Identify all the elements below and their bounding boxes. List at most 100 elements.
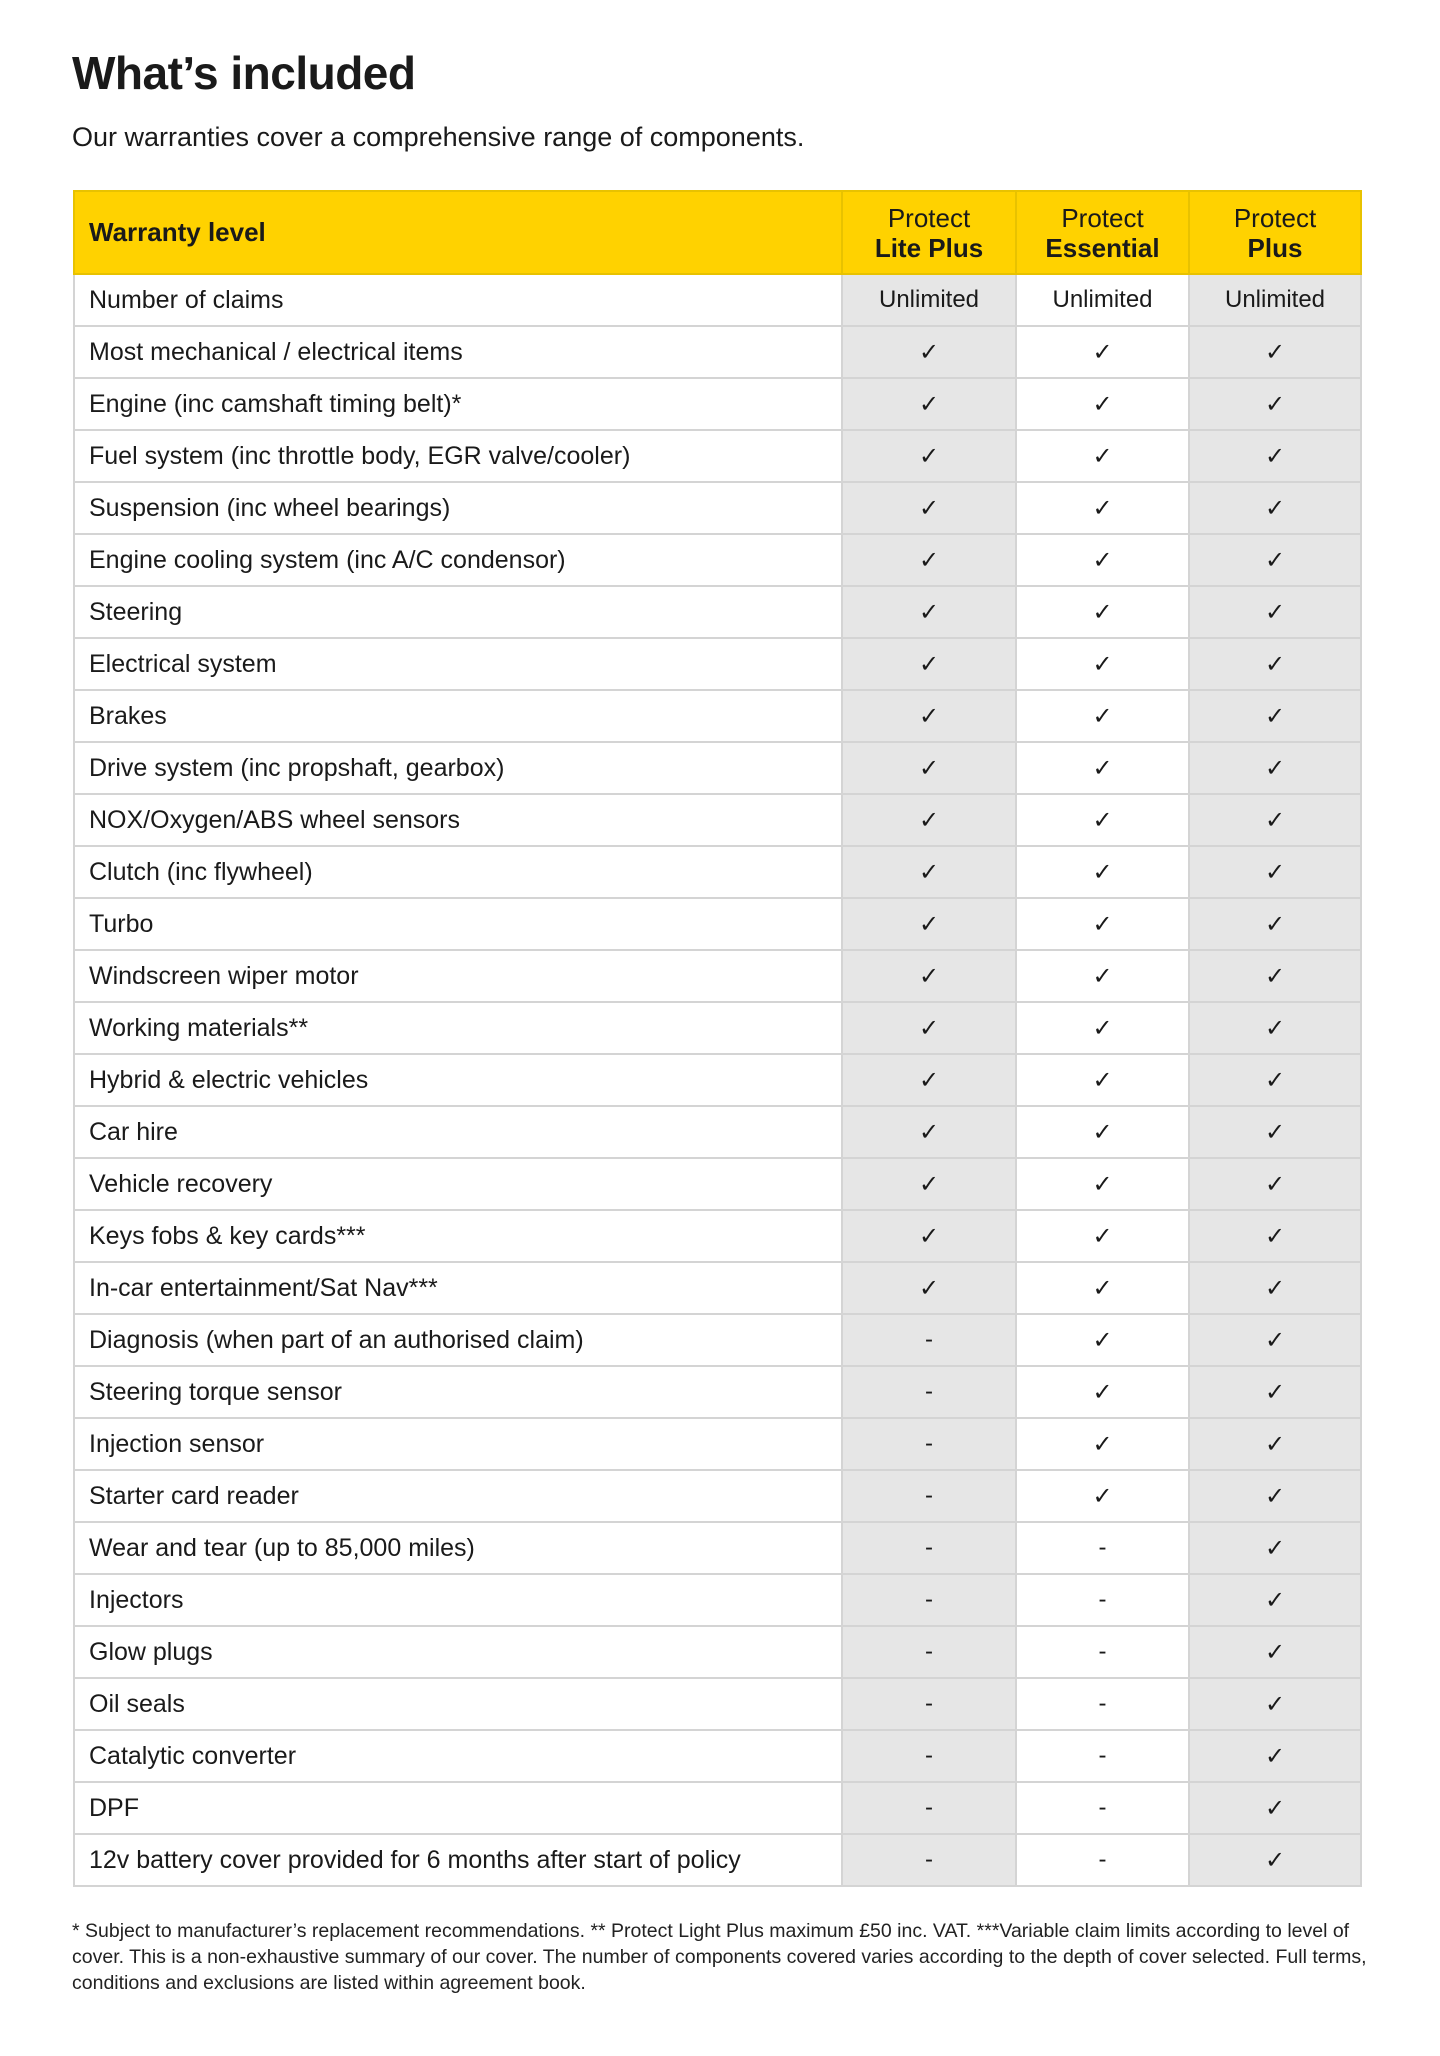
- table-row: Steering torque sensor - ✓ ✓: [73, 1365, 1362, 1419]
- not-included-dash: -: [841, 1677, 1017, 1731]
- row-label: 12v battery cover provided for 6 months …: [73, 1833, 843, 1887]
- table-row: Hybrid & electric vehicles ✓ ✓ ✓: [73, 1053, 1362, 1107]
- check-icon: ✓: [841, 793, 1017, 847]
- not-included-dash: -: [841, 1417, 1017, 1471]
- check-icon: ✓: [1015, 325, 1190, 379]
- check-icon: ✓: [1015, 585, 1190, 639]
- check-icon: ✓: [1015, 793, 1190, 847]
- plan-line1: Protect: [887, 202, 971, 233]
- check-icon: ✓: [841, 533, 1017, 587]
- check-icon: ✓: [841, 1105, 1017, 1159]
- check-icon: ✓: [1188, 1261, 1362, 1315]
- table-row: Fuel system (inc throttle body, EGR valv…: [73, 429, 1362, 483]
- header-protect-essential: Protect Essential: [1015, 190, 1190, 275]
- table-row: Most mechanical / electrical items ✓ ✓ ✓: [73, 325, 1362, 379]
- row-label: Keys fobs & key cards***: [73, 1209, 843, 1263]
- row-label: Fuel system (inc throttle body, EGR valv…: [73, 429, 843, 483]
- check-icon: ✓: [1188, 637, 1362, 691]
- check-icon: ✓: [1015, 637, 1190, 691]
- check-icon: ✓: [841, 949, 1017, 1003]
- header-protect-lite-plus: Protect Lite Plus: [841, 190, 1017, 275]
- table-row: Steering ✓ ✓ ✓: [73, 585, 1362, 639]
- row-label: Oil seals: [73, 1677, 843, 1731]
- check-icon: ✓: [841, 1261, 1017, 1315]
- cell-value: Unlimited: [1015, 273, 1190, 327]
- warranty-comparison-table: Warranty level Protect Lite Plus Protect E…: [73, 190, 1362, 1887]
- check-icon: ✓: [1188, 1313, 1362, 1367]
- check-icon: ✓: [1188, 585, 1362, 639]
- check-icon: ✓: [841, 1001, 1017, 1055]
- check-icon: ✓: [1015, 1209, 1190, 1263]
- check-icon: ✓: [1188, 1625, 1362, 1679]
- check-icon: ✓: [841, 897, 1017, 951]
- check-icon: ✓: [1015, 1105, 1190, 1159]
- check-icon: ✓: [1188, 845, 1362, 899]
- row-label: Engine (inc camshaft timing belt)*: [73, 377, 843, 431]
- table-row: NOX/Oxygen/ABS wheel sensors ✓ ✓ ✓: [73, 793, 1362, 847]
- table-row: Electrical system ✓ ✓ ✓: [73, 637, 1362, 691]
- check-icon: ✓: [1015, 741, 1190, 795]
- table-row: Number of claims Unlimited Unlimited Unlimi…: [73, 273, 1362, 327]
- check-icon: ✓: [1188, 1677, 1362, 1731]
- row-label: Vehicle recovery: [73, 1157, 843, 1211]
- check-icon: ✓: [1188, 1573, 1362, 1627]
- check-icon: ✓: [1015, 533, 1190, 587]
- check-icon: ✓: [1188, 949, 1362, 1003]
- table-row: Engine cooling system (inc A/C condensor…: [73, 533, 1362, 587]
- table-row: Injection sensor - ✓ ✓: [73, 1417, 1362, 1471]
- check-icon: ✓: [1015, 1469, 1190, 1523]
- table-row: Starter card reader - ✓ ✓: [73, 1469, 1362, 1523]
- table-row: DPF - - ✓: [73, 1781, 1362, 1835]
- check-icon: ✓: [1015, 1313, 1190, 1367]
- row-label: Steering torque sensor: [73, 1365, 843, 1419]
- check-icon: ✓: [1015, 689, 1190, 743]
- check-icon: ✓: [1188, 1729, 1362, 1783]
- row-label: NOX/Oxygen/ABS wheel sensors: [73, 793, 843, 847]
- not-included-dash: -: [841, 1365, 1017, 1419]
- table-row: Oil seals - - ✓: [73, 1677, 1362, 1731]
- row-label: Turbo: [73, 897, 843, 951]
- check-icon: ✓: [1188, 1157, 1362, 1211]
- table-header-row: Warranty level Protect Lite Plus Protect E…: [73, 190, 1362, 275]
- plan-line2: Plus: [1247, 232, 1303, 263]
- check-icon: ✓: [841, 1209, 1017, 1263]
- table-row: In-car entertainment/Sat Nav*** ✓ ✓ ✓: [73, 1261, 1362, 1315]
- check-icon: ✓: [1188, 429, 1362, 483]
- row-label: Catalytic converter: [73, 1729, 843, 1783]
- table-row: Drive system (inc propshaft, gearbox) ✓ ✓ ✓: [73, 741, 1362, 795]
- not-included-dash: -: [841, 1833, 1017, 1887]
- check-icon: ✓: [1015, 1001, 1190, 1055]
- header-protect-plus: Protect Plus: [1188, 190, 1362, 275]
- check-icon: ✓: [1015, 377, 1190, 431]
- check-icon: ✓: [1015, 481, 1190, 535]
- check-icon: ✓: [1188, 1105, 1362, 1159]
- cell-value: Unlimited: [841, 273, 1017, 327]
- row-label: Steering: [73, 585, 843, 639]
- table-row: Windscreen wiper motor ✓ ✓ ✓: [73, 949, 1362, 1003]
- row-label: Suspension (inc wheel bearings): [73, 481, 843, 535]
- check-icon: ✓: [841, 1157, 1017, 1211]
- check-icon: ✓: [841, 429, 1017, 483]
- row-label: Number of claims: [73, 273, 843, 327]
- check-icon: ✓: [1015, 429, 1190, 483]
- footnote: * Subject to manufacturer’s replacement …: [72, 1920, 1367, 1994]
- not-included-dash: -: [841, 1729, 1017, 1783]
- check-icon: ✓: [1188, 533, 1362, 587]
- table-row: Engine (inc camshaft timing belt)* ✓ ✓ ✓: [73, 377, 1362, 431]
- row-label: Clutch (inc flywheel): [73, 845, 843, 899]
- check-icon: ✓: [1188, 897, 1362, 951]
- table-row: Diagnosis (when part of an authorised cl…: [73, 1313, 1362, 1367]
- check-icon: ✓: [841, 845, 1017, 899]
- not-included-dash: -: [1015, 1729, 1190, 1783]
- row-label: In-car entertainment/Sat Nav***: [73, 1261, 843, 1315]
- row-label: Injectors: [73, 1573, 843, 1627]
- not-included-dash: -: [1015, 1677, 1190, 1731]
- table-row: Wear and tear (up to 85,000 miles) - - ✓: [73, 1521, 1362, 1575]
- check-icon: ✓: [1015, 897, 1190, 951]
- table-row: Brakes ✓ ✓ ✓: [73, 689, 1362, 743]
- check-icon: ✓: [1188, 1781, 1362, 1835]
- not-included-dash: -: [1015, 1781, 1190, 1835]
- page-title: What’s included: [72, 47, 416, 99]
- check-icon: ✓: [1188, 1209, 1362, 1263]
- check-icon: ✓: [841, 1053, 1017, 1107]
